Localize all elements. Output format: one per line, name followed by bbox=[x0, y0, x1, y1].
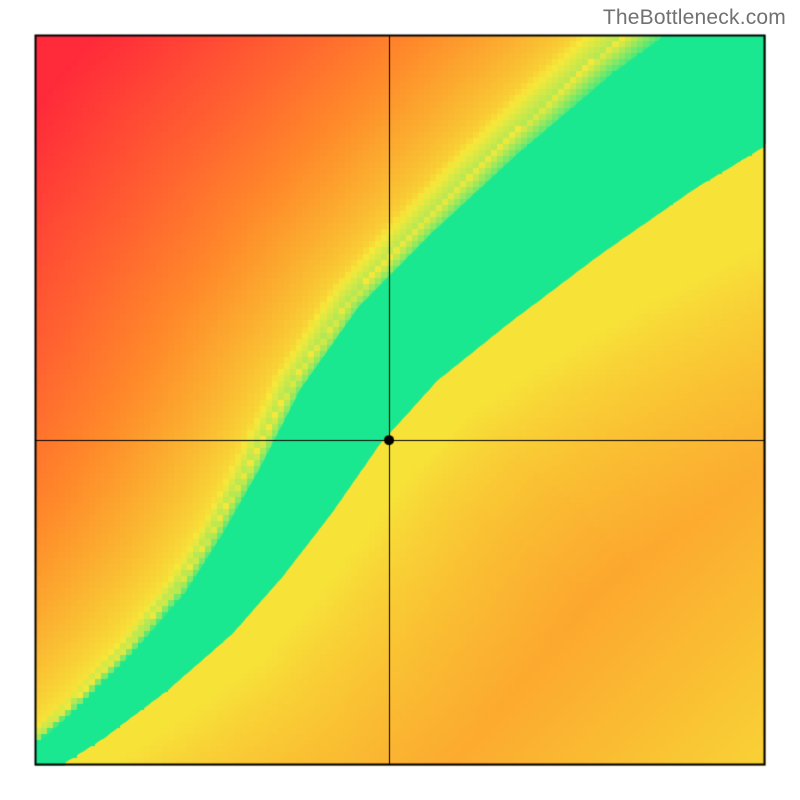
watermark-text: TheBottleneck.com bbox=[603, 6, 786, 30]
chart-container: TheBottleneck.com bbox=[0, 0, 800, 800]
heatmap-canvas bbox=[0, 0, 800, 800]
